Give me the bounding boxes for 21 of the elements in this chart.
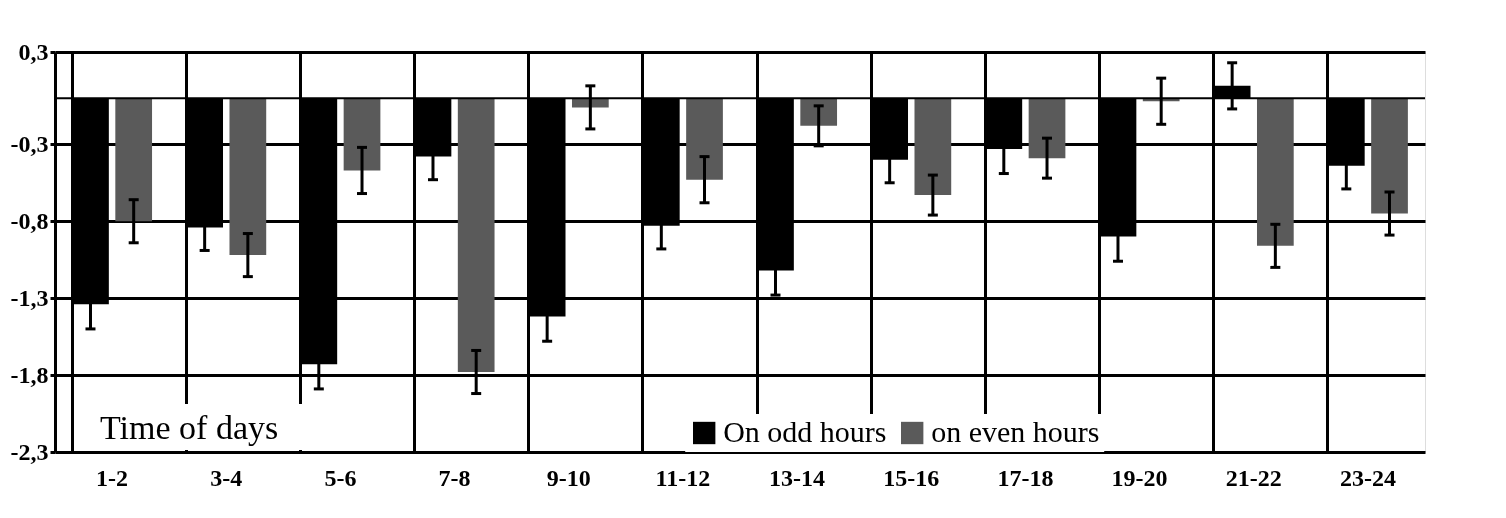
x-tick-label: 13-14 — [769, 464, 826, 491]
x-tick-label: 15-16 — [883, 464, 940, 491]
y-tick-label: -2,3 — [10, 438, 49, 465]
x-axis-title: Time of days — [100, 409, 279, 446]
legend-label: on even hours — [931, 415, 1100, 448]
x-tick-label: 9-10 — [546, 464, 591, 491]
x-tick-label: 21-22 — [1225, 464, 1282, 491]
x-tick-label: 1-2 — [96, 464, 129, 491]
y-tick-label: -1,8 — [10, 361, 49, 388]
y-tick-label: -1,3 — [10, 284, 49, 311]
x-tick-label: 11-12 — [655, 464, 711, 491]
x-tick-label: 17-18 — [997, 464, 1054, 491]
x-tick-label: 23-24 — [1339, 464, 1396, 491]
x-tick-label: 3-4 — [210, 464, 243, 491]
y-tick-label: -0,3 — [10, 130, 49, 157]
y-tick-label: -0,8 — [10, 207, 49, 234]
x-tick-label: 19-20 — [1111, 464, 1168, 491]
legend-label: On odd hours — [723, 415, 887, 448]
x-tick-label: 7-8 — [438, 464, 471, 491]
y-tick-label: 0,3 — [18, 38, 49, 65]
x-tick-label: 5-6 — [324, 464, 357, 491]
